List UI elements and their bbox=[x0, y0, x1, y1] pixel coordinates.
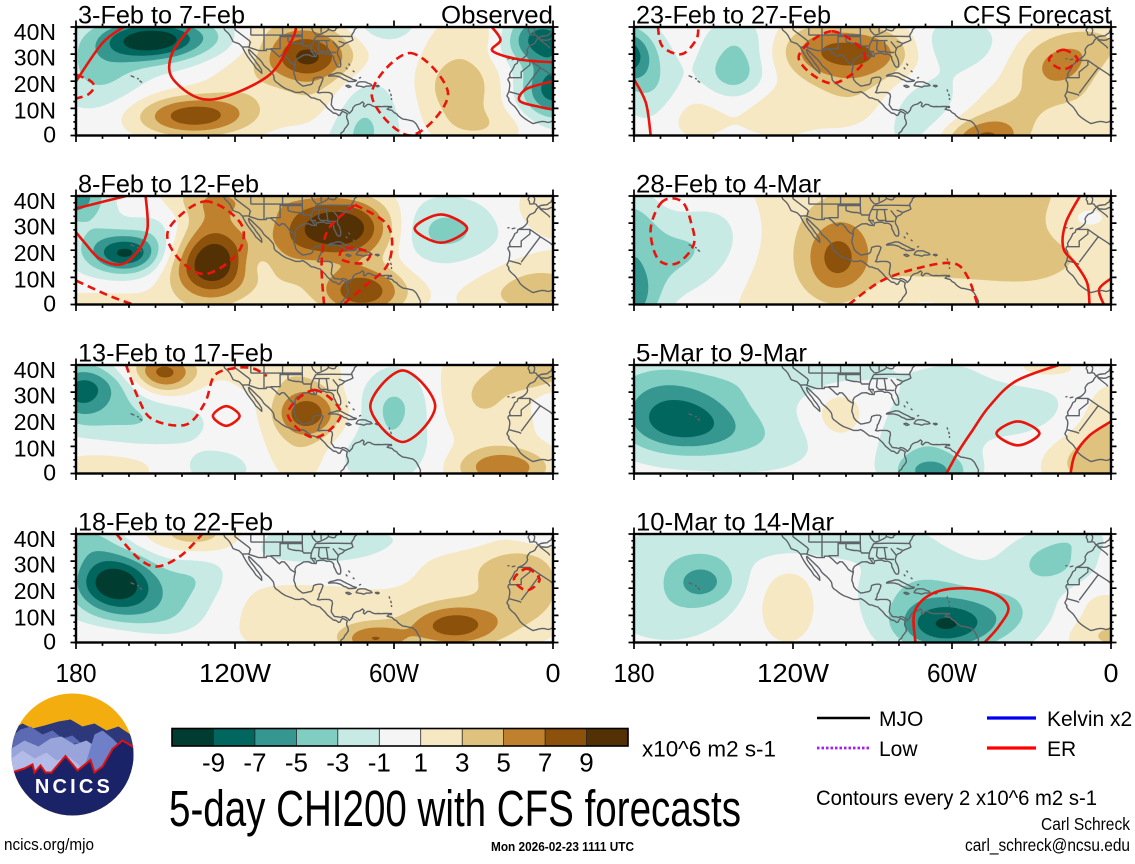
svg-text:5: 5 bbox=[496, 748, 510, 778]
svg-text:180: 180 bbox=[56, 658, 97, 688]
svg-text:ncics.org/mjo: ncics.org/mjo bbox=[4, 835, 94, 854]
svg-text:10N: 10N bbox=[14, 98, 56, 124]
svg-text:10-Mar to 14-Mar: 10-Mar to 14-Mar bbox=[636, 509, 834, 537]
svg-text:ER: ER bbox=[1047, 738, 1076, 761]
svg-text:40N: 40N bbox=[14, 357, 56, 383]
svg-text:40N: 40N bbox=[14, 188, 56, 214]
svg-text:-5: -5 bbox=[285, 748, 308, 778]
svg-text:0: 0 bbox=[43, 122, 56, 148]
svg-text:NCICS: NCICS bbox=[35, 776, 113, 798]
svg-text:CFS Forecast: CFS Forecast bbox=[963, 2, 1111, 30]
svg-text:0: 0 bbox=[43, 629, 56, 655]
svg-text:Kelvin x2: Kelvin x2 bbox=[1047, 708, 1132, 731]
svg-text:10N: 10N bbox=[14, 267, 56, 293]
svg-text:carl_schreck@ncsu.edu: carl_schreck@ncsu.edu bbox=[965, 835, 1130, 856]
svg-text:30N: 30N bbox=[14, 552, 56, 578]
svg-text:0: 0 bbox=[43, 291, 56, 317]
svg-text:9: 9 bbox=[579, 748, 593, 778]
svg-text:120W: 120W bbox=[199, 658, 271, 688]
svg-text:1: 1 bbox=[413, 748, 427, 778]
svg-text:5-Mar to 9-Mar: 5-Mar to 9-Mar bbox=[636, 340, 807, 368]
svg-text:0: 0 bbox=[1104, 658, 1119, 688]
svg-text:MJO: MJO bbox=[879, 708, 923, 731]
svg-text:Contours every 2 x10^6 m2 s-1: Contours every 2 x10^6 m2 s-1 bbox=[816, 787, 1097, 810]
svg-text:60W: 60W bbox=[927, 658, 977, 688]
svg-text:30N: 30N bbox=[14, 45, 56, 71]
svg-text:0: 0 bbox=[546, 658, 561, 688]
svg-text:10N: 10N bbox=[14, 605, 56, 631]
svg-text:120W: 120W bbox=[757, 658, 829, 688]
svg-text:3-Feb to 7-Feb: 3-Feb to 7-Feb bbox=[78, 2, 245, 30]
svg-text:20N: 20N bbox=[14, 409, 56, 435]
svg-text:7: 7 bbox=[538, 748, 552, 778]
svg-text:Low: Low bbox=[879, 738, 918, 761]
svg-text:x10^6 m2 s-1: x10^6 m2 s-1 bbox=[642, 737, 776, 762]
svg-text:18-Feb to 22-Feb: 18-Feb to 22-Feb bbox=[78, 509, 273, 537]
svg-text:Observed: Observed bbox=[441, 2, 553, 30]
svg-text:20N: 20N bbox=[14, 71, 56, 97]
svg-text:3: 3 bbox=[455, 748, 469, 778]
svg-text:Carl Schreck: Carl Schreck bbox=[1041, 814, 1130, 834]
svg-text:180: 180 bbox=[614, 658, 655, 688]
svg-text:-7: -7 bbox=[243, 748, 266, 778]
svg-text:10N: 10N bbox=[14, 436, 56, 462]
svg-text:20N: 20N bbox=[14, 240, 56, 266]
svg-text:-9: -9 bbox=[202, 748, 225, 778]
svg-text:30N: 30N bbox=[14, 383, 56, 409]
svg-text:30N: 30N bbox=[14, 214, 56, 240]
svg-text:8-Feb to 12-Feb: 8-Feb to 12-Feb bbox=[78, 171, 259, 199]
svg-text:28-Feb to 4-Mar: 28-Feb to 4-Mar bbox=[636, 171, 821, 199]
svg-text:20N: 20N bbox=[14, 578, 56, 604]
svg-text:0: 0 bbox=[43, 460, 56, 486]
svg-text:23-Feb to 27-Feb: 23-Feb to 27-Feb bbox=[636, 2, 831, 30]
svg-text:60W: 60W bbox=[369, 658, 419, 688]
svg-text:40N: 40N bbox=[14, 526, 56, 552]
svg-text:5-day CHI200 with CFS forecast: 5-day CHI200 with CFS forecasts bbox=[169, 780, 741, 837]
svg-text:-3: -3 bbox=[326, 748, 349, 778]
svg-text:40N: 40N bbox=[14, 19, 56, 45]
svg-text:13-Feb to 17-Feb: 13-Feb to 17-Feb bbox=[78, 340, 273, 368]
svg-text:Mon 2026-02-23 1111 UTC: Mon 2026-02-23 1111 UTC bbox=[491, 839, 635, 854]
svg-text:-1: -1 bbox=[368, 748, 391, 778]
